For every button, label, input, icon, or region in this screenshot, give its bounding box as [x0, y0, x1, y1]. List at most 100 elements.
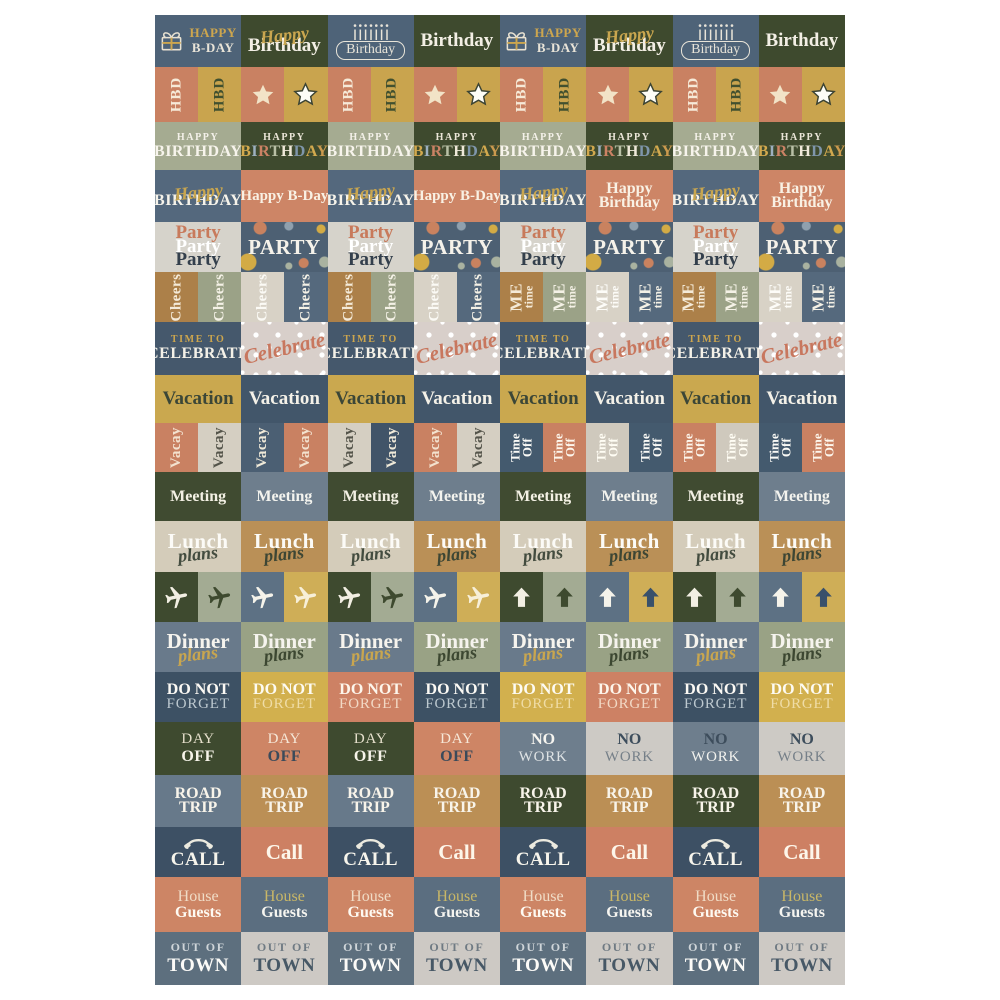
sticker-vacay: Vacay: [327, 423, 371, 472]
sticker-text: R: [430, 142, 443, 160]
sticker-text: NO: [531, 731, 556, 748]
phone-icon: [355, 833, 386, 851]
sticker-celebrate-script: Celebrate: [413, 322, 500, 375]
sticker-hbd-pair: HBD HBD: [672, 67, 759, 122]
sticker-text: TOWN: [512, 955, 575, 976]
star-solid-icon: [767, 82, 793, 108]
sticker-text: DO NOT: [253, 681, 316, 699]
text-stack: HAPPY B-DAY: [189, 25, 236, 56]
sticker-text: DO NOT: [770, 681, 834, 699]
sticker-hbd-pair: HBD HBD: [327, 67, 414, 122]
sticker-text: ROAD: [260, 784, 308, 802]
sticker-birthday-candles: Birthday: [327, 15, 414, 67]
sticker-lunch-plans: Lunch plans: [500, 521, 587, 572]
sticker-text: OUT OF: [343, 940, 399, 954]
sticker-text: Cheers: [254, 273, 271, 321]
sticker-happy-b-day: HAPPY B-DAY: [155, 15, 242, 67]
sticker-text: Lunch: [253, 528, 315, 553]
sticker-text: TRIP: [437, 799, 476, 816]
sticker-text: PARTY: [248, 234, 321, 259]
sticker-arrow: [715, 572, 759, 622]
plane-icon: [204, 581, 236, 613]
sticker-text: House: [263, 888, 305, 906]
sticker-stars-pair: [241, 67, 328, 122]
sticker-text: Vacation: [680, 388, 752, 409]
sticker-text: Happy B-Day: [413, 187, 500, 204]
sticker-row-day-off-no-work: DAY OFF DAY OFF DAY OFF DAY OFF NO WORK NO WORK NO WO…: [155, 722, 845, 775]
sticker-me-time: ME time: [715, 272, 759, 322]
sticker-text: ROAD: [433, 784, 481, 802]
sticker-text: Vacation: [335, 388, 407, 409]
sticker-happy-birthday-multicolor: HAPPY BIRTHDAY: [241, 122, 328, 170]
sticker-stars-pair: [413, 67, 500, 122]
sticker-no-work: NO WORK: [586, 722, 673, 775]
sticker-road-trip: ROAD TRIP: [155, 775, 242, 827]
sticker-text: BIRTHDAY: [672, 192, 759, 209]
sticker-text: DO NOT: [684, 681, 747, 699]
sticker-road-trip: ROAD TRIP: [327, 775, 414, 827]
sticker-cheers-pair: Cheers Cheers: [241, 272, 328, 322]
sticker-text: plans: [263, 641, 306, 667]
sticker-text: A: [305, 142, 317, 160]
sticker-hbd: HBD: [370, 67, 414, 122]
sticker-text: plans: [608, 641, 651, 667]
sticker-text: HBD: [685, 76, 702, 113]
sticker-star: [586, 67, 630, 122]
sticker-hbd: HBD: [672, 67, 716, 122]
sticker-text: DAY: [353, 731, 388, 747]
sticker-text: OUT OF: [774, 940, 830, 954]
sticker-text: time: [608, 285, 623, 309]
sticker-day-off: DAY OFF: [241, 722, 328, 775]
sticker-text: Meeting: [773, 487, 830, 505]
sticker-out-of-town: OUT OF TOWN: [586, 932, 673, 985]
sticker-happy-birthday-slate: Happy BIRTHDAY: [155, 170, 242, 222]
sticker-road-trip: ROAD TRIP: [413, 775, 500, 827]
sticker-text: Happy: [606, 179, 653, 197]
sticker-text: CALL: [515, 849, 571, 870]
arrow-up-icon: [638, 585, 663, 610]
sticker-stars-pair: [758, 67, 845, 122]
sticker-text: Lunch: [167, 528, 229, 553]
sticker-text: Dinner: [425, 629, 489, 653]
sticker-happy-b-day: HAPPY B-DAY: [500, 15, 587, 67]
sticker-text: HAPPY: [521, 131, 565, 143]
vertical-text: Time Off: [724, 433, 751, 462]
sticker-text: Cheers: [383, 273, 400, 321]
vertical-text: Time Off: [680, 433, 707, 462]
sticker-birthday: Birthday: [413, 15, 500, 67]
sticker-no-work: NO WORK: [500, 722, 587, 775]
sticker-vacation: Vacation: [672, 375, 759, 423]
sticker-text: time: [780, 285, 795, 309]
plane-icon: [161, 581, 193, 613]
plane-icon: [376, 581, 408, 613]
sticker-party-party-party: Party Party Party: [155, 222, 242, 272]
sticker-row-vacay-time-off: Vacay Vacay Vacay Vacay Vacay Vacay Vacay Vacay…: [155, 423, 845, 472]
sticker-text: Party: [520, 222, 566, 243]
sticker-party-confetti: PARTY: [241, 222, 328, 272]
sticker-text: Cheers: [469, 273, 486, 321]
sticker-star: [456, 67, 500, 122]
sticker-text: D: [811, 142, 824, 160]
sticker-text: CELEBRATE: [155, 345, 241, 362]
sticker-text: OFF: [353, 748, 388, 765]
sticker-text: Guests: [692, 904, 739, 922]
sticker-text: T: [787, 142, 799, 160]
sticker-text: Birthday: [765, 30, 839, 51]
sticker-text: time: [823, 285, 838, 309]
sticker-hbd: HBD: [715, 67, 759, 122]
sticker-arrow: [672, 572, 716, 622]
sticker-text: Guests: [347, 904, 394, 922]
sticker-text: TOWN: [598, 955, 661, 976]
sticker-text: Guests: [606, 904, 653, 922]
sticker-airplane: [284, 572, 328, 622]
sticker-text: OFF: [440, 748, 474, 765]
candles-icon: [351, 23, 391, 40]
sticker-dinner-plans: Dinner plans: [413, 622, 500, 672]
sticker-road-trip: ROAD TRIP: [500, 775, 587, 827]
sticker-text: OUT OF: [515, 940, 571, 954]
sticker-text: Cheers: [426, 273, 443, 321]
sticker-row-planes-arrows: [155, 572, 845, 622]
sticker-day-off: DAY OFF: [155, 722, 242, 775]
sticker-lunch-plans: Lunch plans: [327, 521, 414, 572]
sticker-text: House: [781, 888, 823, 906]
